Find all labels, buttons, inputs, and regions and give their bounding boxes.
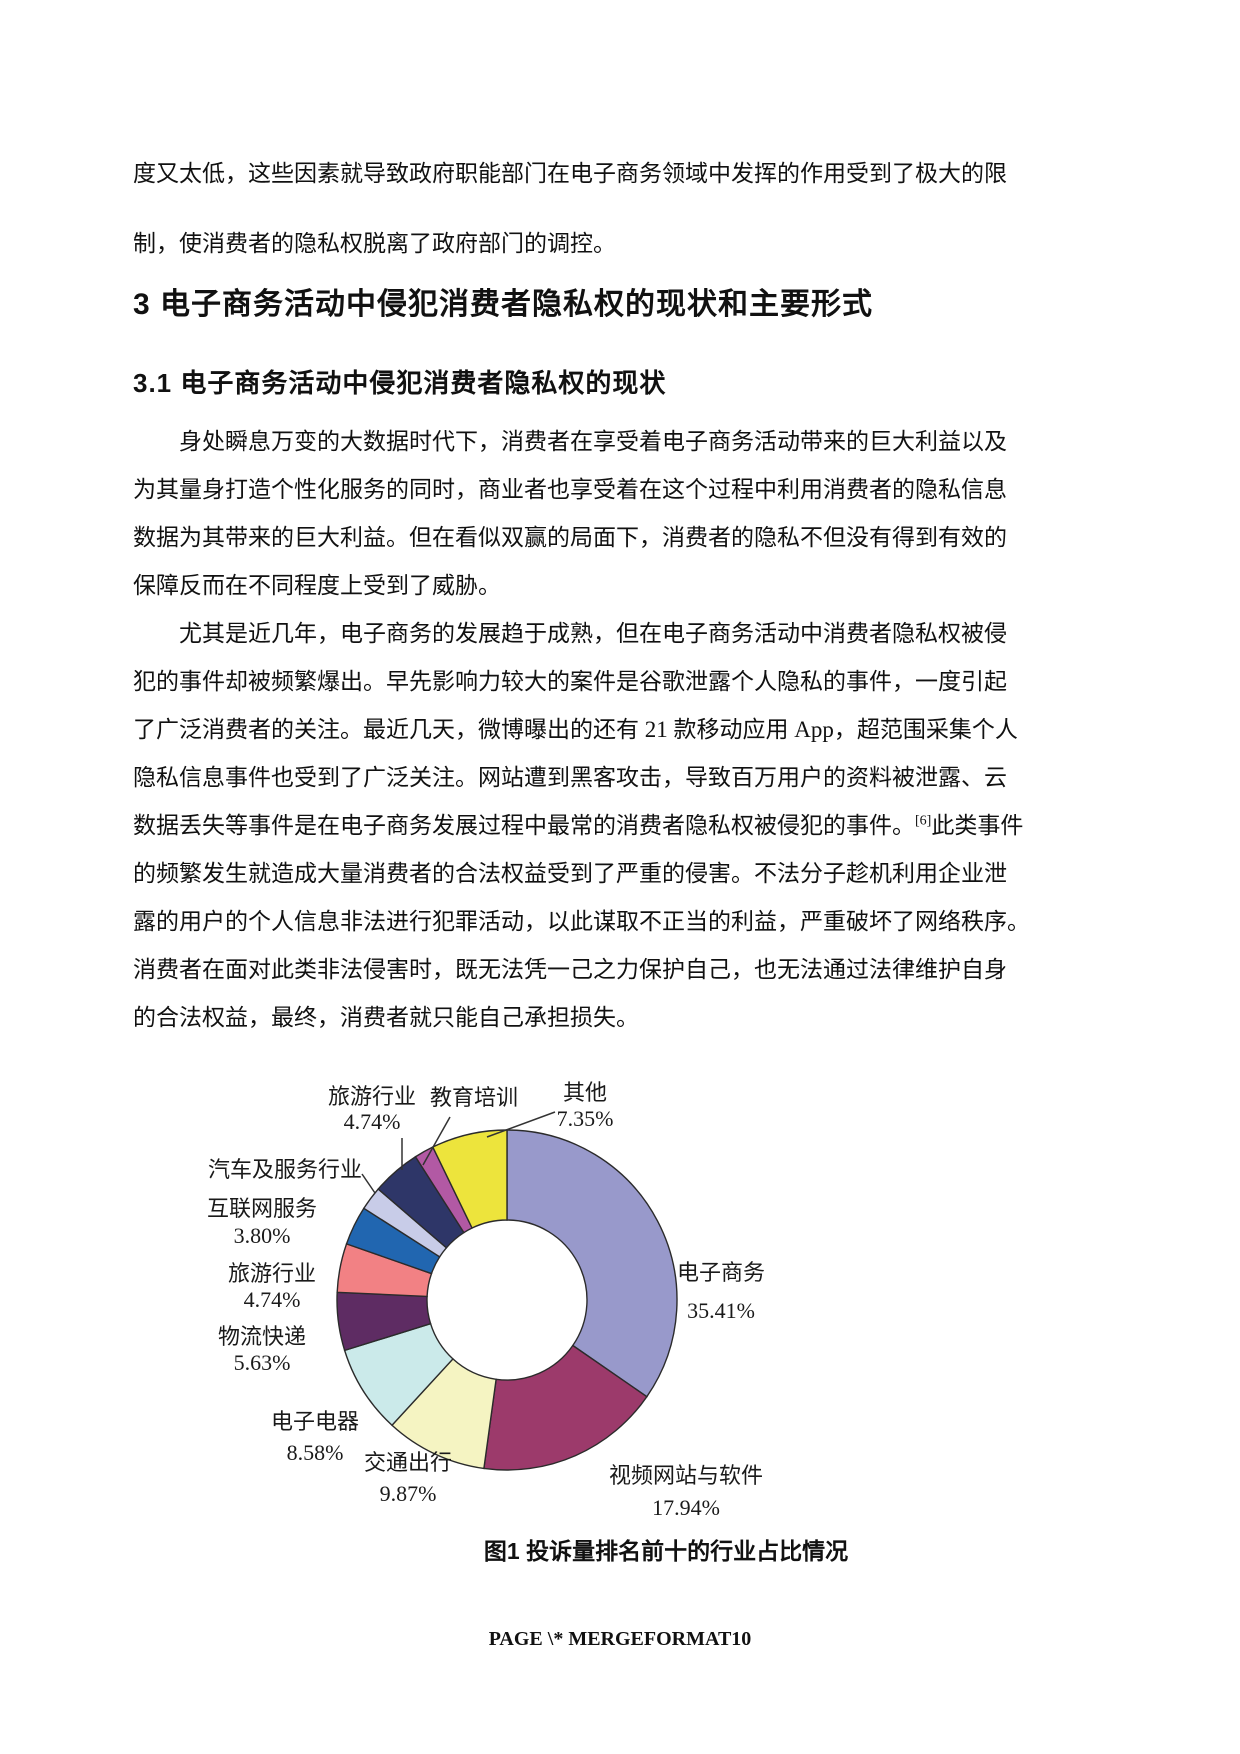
paragraph-2: 尤其是近几年，电子商务的发展趋于成熟，但在电子商务活动中消费者隐私权被侵犯的事件… bbox=[133, 610, 1115, 1042]
slice-label: 旅游行业 4.74% bbox=[328, 1084, 416, 1134]
text-line: 消费者在面对此类非法侵害时，既无法凭一己之力保护自己，也无法通过法律维护自身 bbox=[133, 957, 1007, 982]
text-line: 数据为其带来的巨大利益。但在看似双赢的局面下，消费者的隐私不但没有得到有效的 bbox=[133, 525, 1007, 550]
slice-label: 电子商务 35.41% bbox=[677, 1260, 765, 1323]
slice-label: 教育培训 bbox=[430, 1085, 518, 1110]
text-line: 了广泛消费者的关注。最近几天，微博曝出的还有 21 款移动应用 App，超范围采… bbox=[133, 717, 1018, 742]
leader-line bbox=[486, 1111, 556, 1138]
text-line: 尤其是近几年，电子商务的发展趋于成熟，但在电子商务活动中消费者隐私权被侵 bbox=[179, 621, 1007, 646]
donut-slice-视频网站与软件 bbox=[483, 1344, 648, 1471]
slice-label: 互联网服务 3.80% bbox=[207, 1196, 317, 1248]
text-line: 身处瞬息万变的大数据时代下，消费者在享受着电子商务活动带来的巨大利益以及 bbox=[179, 429, 1007, 454]
slice-label: 交通出行 9.87% bbox=[364, 1450, 452, 1506]
leader-line bbox=[422, 1116, 451, 1166]
leader-line bbox=[361, 1173, 376, 1194]
text-line: 的合法权益，最终，消费者就只能自己承担损失。 bbox=[133, 1005, 639, 1030]
text-line: 露的用户的个人信息非法进行犯罪活动，以此谋取不正当的利益，严重破坏了网络秩序。 bbox=[133, 909, 1030, 934]
section-heading: 3 电子商务活动中侵犯消费者隐私权的现状和主要形式 bbox=[133, 288, 874, 321]
paragraph-intro: 度又太低，这些因素就导致政府职能部门在电子商务领域中发挥的作用受到了极大的限 制，… bbox=[133, 139, 1115, 279]
text-line: 为其量身打造个性化服务的同时，商业者也享受着在这个过程中利用消费者的隐私信息 bbox=[133, 477, 1007, 502]
page-footer-field-code: PAGE \* MERGEFORMAT10 bbox=[488, 1628, 752, 1650]
donut-slices bbox=[336, 1129, 678, 1471]
text-line: 的频繁发生就造成大量消费者的合法权益受到了严重的侵害。不法分子趁机利用企业泄 bbox=[133, 861, 1007, 886]
donut-slice-电子商务 bbox=[506, 1129, 678, 1398]
donut-leader-lines bbox=[361, 1111, 556, 1194]
slice-label: 汽车及服务行业 bbox=[208, 1157, 362, 1182]
paragraph-1: 身处瞬息万变的大数据时代下，消费者在享受着电子商务活动带来的巨大利益以及为其量身… bbox=[133, 418, 1115, 610]
text-line: 度又太低，这些因素就导致政府职能部门在电子商务领域中发挥的作用受到了极大的限 bbox=[133, 161, 1007, 186]
subsection-heading: 3.1 电子商务活动中侵犯消费者隐私权的现状 bbox=[133, 368, 667, 398]
slice-label: 视频网站与软件 17.94% bbox=[609, 1463, 763, 1520]
slice-label: 电子电器 8.58% bbox=[271, 1409, 359, 1465]
slice-label: 其他 7.35% bbox=[557, 1080, 614, 1131]
slice-label: 物流快递 5.63% bbox=[218, 1324, 306, 1375]
text-line: 保障反而在不同程度上受到了威胁。 bbox=[133, 573, 501, 598]
slice-label: 旅游行业 4.74% bbox=[228, 1261, 316, 1312]
text-line: 隐私信息事件也受到了广泛关注。网站遭到黑客攻击，导致百万用户的资料被泄露、云 bbox=[133, 765, 1007, 790]
text-line: 制，使消费者的隐私权脱离了政府部门的调控。 bbox=[133, 231, 616, 256]
figure-caption: 图1 投诉量排名前十的行业占比情况 bbox=[483, 1538, 849, 1564]
text-line: 犯的事件却被频繁爆出。早先影响力较大的案件是谷歌泄露个人隐私的事件，一度引起 bbox=[133, 669, 1007, 694]
text-line: 数据丢失等事件是在电子商务发展过程中最常的消费者隐私权被侵犯的事件。[6]此类事… bbox=[133, 813, 1024, 838]
